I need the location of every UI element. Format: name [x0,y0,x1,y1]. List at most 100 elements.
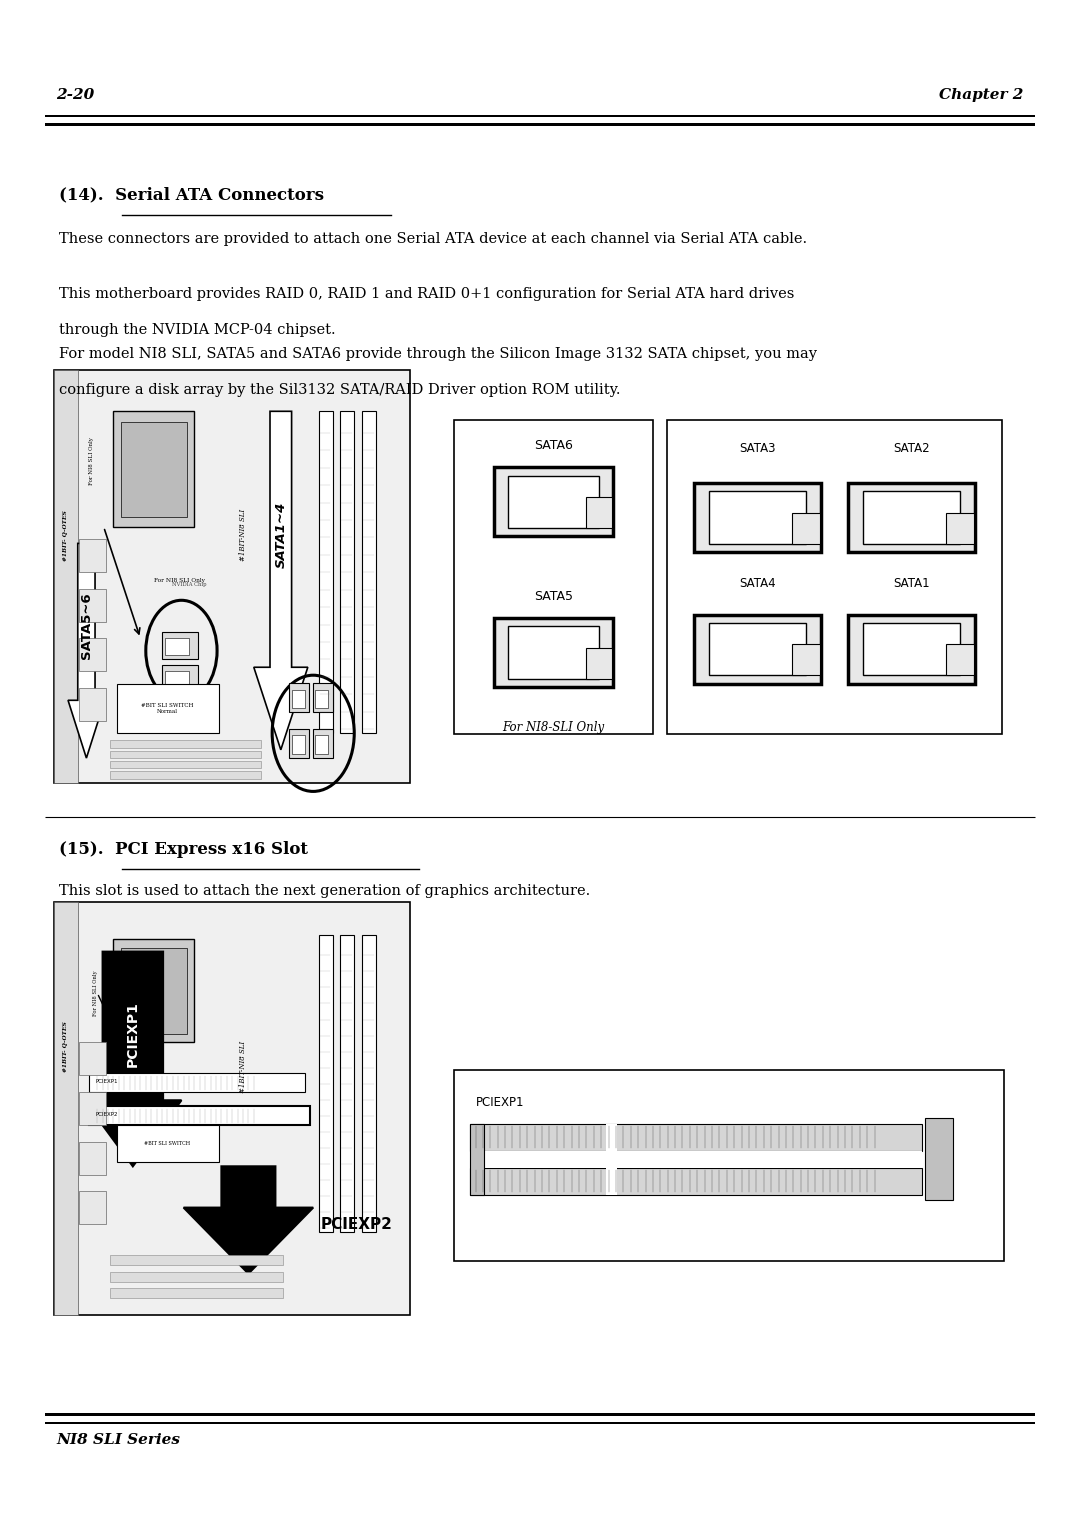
Bar [340,936,354,1232]
Bar [315,690,328,708]
Bar [508,476,599,528]
Text: PCIEXP2: PCIEXP2 [95,1112,118,1118]
Bar [340,411,354,734]
Bar [110,1287,283,1298]
Text: For model NI8 SLI, SATA5 and SATA6 provide through the Silicon Image 3132 SATA c: For model NI8 SLI, SATA5 and SATA6 provi… [59,347,818,361]
Bar [585,497,612,528]
Bar [79,589,106,622]
Bar [79,688,106,720]
Bar [848,615,975,683]
Text: #1BIT- Q-OTES: #1BIT- Q-OTES [64,1021,68,1072]
Bar [54,370,410,783]
Text: For NI8 SLI Only: For NI8 SLI Only [90,437,94,485]
Polygon shape [254,411,308,749]
Bar [315,735,328,754]
Bar [110,771,261,778]
Bar [165,639,189,654]
Bar [117,683,219,734]
Text: SATA2: SATA2 [893,442,930,456]
Bar [606,1168,617,1194]
Bar [54,370,78,783]
Bar [793,512,820,544]
Bar [494,468,613,537]
Bar [89,1073,305,1092]
Polygon shape [68,543,105,758]
Bar [470,1168,922,1194]
Bar [710,624,806,676]
Bar [313,683,333,713]
Bar [110,1272,283,1281]
Text: NVIDIA Chip: NVIDIA Chip [172,583,206,587]
Bar [362,936,376,1232]
Text: For NI8 SLI Only: For NI8 SLI Only [93,969,97,1015]
Text: through the NVIDIA MCP-04 chipset.: through the NVIDIA MCP-04 chipset. [59,323,336,338]
Bar [864,491,960,544]
Bar [946,512,974,544]
Text: (14).  Serial ATA Connectors: (14). Serial ATA Connectors [59,187,324,203]
Text: SATA5~6: SATA5~6 [80,593,93,659]
Bar [494,618,613,687]
Text: #BIT SLI SWITCH
Normal: #BIT SLI SWITCH Normal [141,703,193,714]
Bar [54,902,78,1315]
Bar [162,631,198,659]
Bar [110,740,261,748]
Text: PCIEXP1: PCIEXP1 [95,1079,118,1084]
Bar [79,540,106,572]
Bar [470,1124,484,1194]
Text: PCIEXP1: PCIEXP1 [126,1001,139,1067]
Text: SATA3: SATA3 [740,442,777,456]
Text: SATA5: SATA5 [534,590,573,602]
Bar [165,671,189,688]
Bar [79,1043,106,1075]
Bar [585,648,612,679]
Bar [319,411,333,734]
Bar [667,420,1002,734]
Bar [924,1118,953,1200]
Text: This slot is used to attach the next generation of graphics architecture.: This slot is used to attach the next gen… [59,884,591,898]
Text: SATA1~4: SATA1~4 [274,502,287,569]
Bar [848,483,975,552]
Polygon shape [84,951,181,1167]
Text: configure a disk array by the Sil3132 SATA/RAID Driver option ROM utility.: configure a disk array by the Sil3132 SA… [59,382,621,398]
Polygon shape [184,1167,313,1274]
Text: SATA4: SATA4 [740,576,777,590]
Text: #1BIT-NI8 SLI: #1BIT-NI8 SLI [239,509,247,561]
Bar [110,1255,283,1266]
Bar [946,644,974,676]
Bar [117,1125,219,1162]
Bar [694,615,822,683]
Bar [289,729,309,758]
Text: This motherboard provides RAID 0, RAID 1 and RAID 0+1 configuration for Serial A: This motherboard provides RAID 0, RAID 1… [59,287,795,301]
Bar [470,1124,922,1150]
Text: SATA6: SATA6 [535,439,572,453]
Bar [470,1150,922,1168]
Bar [110,761,261,769]
Bar [79,639,106,671]
Bar [54,902,410,1315]
Text: 2-20: 2-20 [56,89,94,102]
Text: NI8 SLI Series: NI8 SLI Series [56,1434,180,1448]
Bar [113,939,194,1043]
Text: Chapter 2: Chapter 2 [940,89,1024,102]
Text: PCIEXP2: PCIEXP2 [321,1217,392,1232]
Text: These connectors are provided to attach one Serial ATA device at each channel vi: These connectors are provided to attach … [59,232,808,246]
Bar [313,729,333,758]
Text: #1BIT-NI8 SLI: #1BIT-NI8 SLI [239,1041,247,1093]
Bar [710,491,806,544]
Bar [162,665,198,693]
Bar [508,627,599,679]
Text: #1BIT- Q-OTES: #1BIT- Q-OTES [64,509,68,561]
Bar [89,1107,310,1125]
Bar [121,948,187,1034]
Text: #BIT SLI SWITCH: #BIT SLI SWITCH [145,1141,190,1147]
FancyBboxPatch shape [45,118,1035,124]
Bar [110,751,261,758]
Bar [79,1191,106,1225]
Text: For NI8-SLI Only: For NI8-SLI Only [502,722,605,734]
FancyBboxPatch shape [45,1413,1035,1425]
Bar [319,936,333,1232]
FancyBboxPatch shape [45,115,1035,125]
FancyBboxPatch shape [45,1416,1035,1422]
Bar [454,420,653,734]
Bar [864,624,960,676]
